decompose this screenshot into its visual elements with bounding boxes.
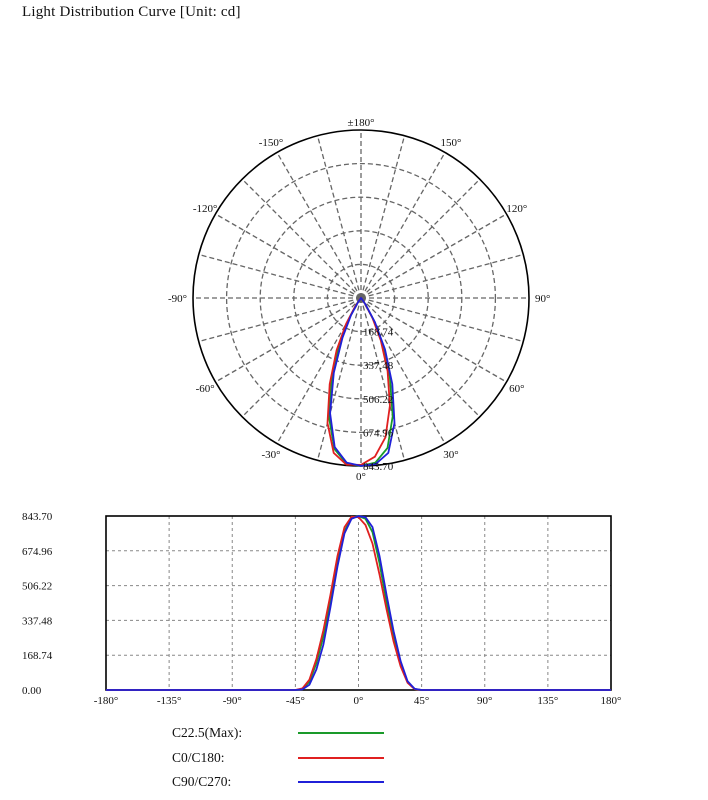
legend-label-c90-c270: C90/C270: — [172, 774, 232, 789]
polar-radial-label: 843.70 — [363, 461, 394, 473]
x-tick-label: -135° — [157, 695, 182, 707]
polar-spoke — [360, 152, 446, 299]
x-tick-label: 45° — [414, 695, 429, 707]
polar-angle-label-150: -150° — [259, 137, 284, 149]
polar-angle-label-60: -60° — [196, 383, 215, 395]
polar-spoke — [360, 253, 524, 299]
polar-angle-label-60: 60° — [509, 383, 524, 395]
legend-label-c0-c180: C0/C180: — [172, 750, 225, 765]
y-tick-label: 337.48 — [22, 615, 53, 627]
polar-angle-label-120: 120° — [506, 203, 527, 215]
polar-spoke — [360, 297, 507, 383]
legend-swatch-c22-5 — [298, 732, 384, 734]
polar-spoke — [215, 213, 362, 299]
x-tick-label: 135° — [537, 695, 558, 707]
polar-spoke — [316, 297, 362, 461]
polar-radial-label: 506.22 — [363, 394, 393, 406]
y-tick-label: 168.74 — [22, 650, 53, 662]
polar-spoke — [360, 178, 481, 299]
cartesian-grid — [105, 515, 612, 691]
x-tick-label: 180° — [601, 695, 622, 707]
y-tick-label: 674.96 — [22, 546, 53, 558]
polar-angle-label-0: 0° — [356, 471, 366, 483]
polar-series — [326, 296, 396, 467]
polar-angle-label-90: 90° — [535, 293, 550, 305]
polar-angle-label-90: -90° — [168, 293, 187, 305]
polar-spoke — [360, 297, 524, 343]
y-tick-label: 843.70 — [22, 511, 53, 523]
polar-radial-label: 168.74 — [363, 327, 394, 339]
legend-swatch-c90-c270 — [298, 781, 384, 783]
polar-chart: ±180° 150° -150° 120° -120° 90° -90° 60° -60° 30°… — [168, 117, 550, 483]
polar-spoke — [360, 297, 406, 461]
polar-spoke — [360, 213, 507, 299]
y-tick-label: 0.00 — [22, 685, 42, 697]
polar-labels: ±180° 150° -150° 120° -120° 90° -90° 60° -60° 30°… — [168, 117, 550, 483]
polar-spoke — [198, 297, 362, 343]
x-tick-label: 0° — [354, 695, 364, 707]
polar-angle-label-30: 30° — [443, 449, 458, 461]
x-tick-label: -45° — [286, 695, 305, 707]
cartesian-labels: -180° -135° -90° -45° 0° 45° 90° 135° 180° 0.00 16… — [22, 511, 621, 707]
polar-radial-label: 337.48 — [363, 360, 394, 372]
legend-swatch-c0-c180 — [298, 757, 384, 759]
polar-series-c90-c270 — [329, 296, 396, 467]
x-tick-label: -90° — [223, 695, 242, 707]
polar-spoke — [276, 152, 362, 299]
polar-angle-label-120: -120° — [193, 203, 218, 215]
polar-spoke — [360, 297, 481, 418]
polar-angle-label-150: 150° — [441, 137, 462, 149]
polar-spoke — [360, 135, 406, 299]
cartesian-series-c90-c270 — [106, 515, 611, 691]
chart-title: Light Distribution Curve [Unit: cd] — [22, 4, 241, 20]
x-tick-label: -180° — [94, 695, 119, 707]
polar-spoke — [241, 178, 362, 299]
polar-ring — [225, 162, 497, 434]
polar-angle-label-30: -30° — [261, 449, 280, 461]
polar-spoke — [316, 135, 362, 299]
cartesian-series — [106, 515, 611, 691]
x-tick-label: 90° — [477, 695, 492, 707]
polar-spoke — [215, 297, 362, 383]
legend-label-c22-5: C22.5(Max): — [172, 725, 243, 740]
polar-radial-label: 674.96 — [363, 427, 394, 439]
polar-spoke — [198, 253, 362, 299]
polar-spoke — [241, 297, 362, 418]
polar-angle-label-180: ±180° — [348, 117, 375, 129]
y-tick-label: 506.22 — [22, 581, 52, 593]
